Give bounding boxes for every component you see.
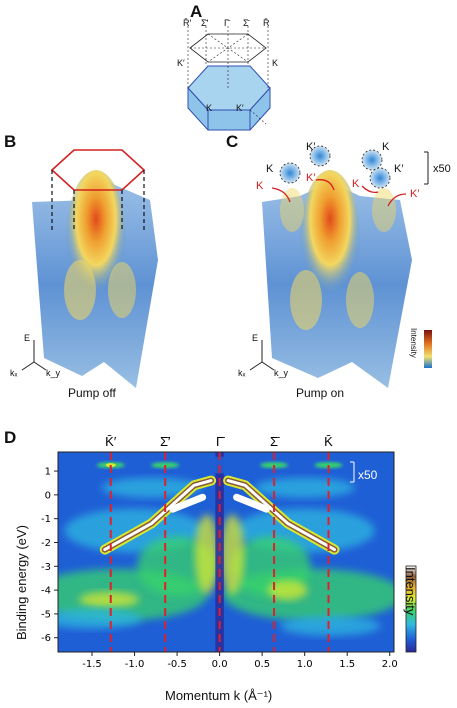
panel-c-label: C: [226, 132, 239, 151]
red-label-k-2: K: [352, 178, 360, 190]
panel-b-axis-e: E: [24, 333, 31, 343]
y-tick-label: -4: [41, 586, 51, 597]
valley-label-k-left: K: [266, 163, 274, 175]
y-tick-label: -5: [41, 609, 51, 620]
panel-c-scale-label: x50: [433, 163, 451, 175]
y-tick-label: -6: [41, 633, 51, 644]
bz-label-sigma: Σ̄: [243, 18, 249, 28]
panel-b-axis-kx: kₓ: [10, 368, 18, 378]
red-label-kp-2: K′: [410, 188, 420, 200]
y-tick-label: -3: [41, 562, 51, 573]
bz-label-sigma-prime: Σ̄′: [201, 18, 209, 28]
panel-c-colorbar-label: Intensity: [409, 328, 418, 358]
heatmap-intensity-blob: [254, 477, 355, 498]
x-tick-label: 1.0: [297, 659, 313, 670]
panel-b-axis-ky: k_y: [46, 368, 61, 378]
bz-label-r: R̄: [263, 18, 270, 28]
y-tick-label: 0: [45, 490, 51, 501]
heatmap-intensity-blob: [280, 615, 381, 636]
x-tick-label: 0.0: [212, 659, 228, 670]
panel-b-label: B: [4, 132, 17, 151]
heatmap-intensity-blob: [267, 580, 308, 601]
x-tick-label: 0.5: [254, 659, 270, 670]
bz-label-k-center: K: [206, 103, 213, 113]
valley-label-k-right: K: [382, 141, 390, 153]
x-tick-label: -1.5: [82, 659, 102, 670]
red-label-k-1: K: [256, 180, 264, 192]
panel-a-label: A: [190, 2, 203, 21]
heatmap-intensity-blob: [220, 514, 245, 595]
panel-c-axis-e: E: [252, 333, 259, 343]
valley-label-kp-left: K′: [306, 141, 316, 153]
panel-b-caption: Pump off: [68, 386, 116, 400]
heatmap-x50-band: [58, 456, 394, 474]
plot-frame: [57, 451, 395, 653]
y-tick-label: 1: [45, 467, 51, 478]
colorbar: [405, 565, 417, 653]
x-tick-label: -0.5: [167, 659, 187, 670]
heatmap-intensity-blob: [58, 608, 143, 629]
bz-label-r-prime: R̄′: [183, 18, 192, 28]
panel-b-volume-render: [21, 149, 158, 388]
high-symmetry-label: Σ̄: [270, 434, 280, 449]
bz-label-gamma: Γ̄: [224, 18, 229, 28]
high-symmetry-label: K̄′: [105, 434, 117, 449]
panel-d-scale-label: x50: [358, 468, 378, 482]
heatmap-intensity-blob: [194, 514, 219, 595]
bz-label-k-right: K: [272, 58, 279, 68]
panel-d-ylabel: Binding energy (eV): [14, 525, 29, 640]
arpes-heatmap-chart: K̄′ Σ̄′ Γ̄ Σ̄ K̄ -1.5 -1.0 -0.5 0.0 0.5 1.0 1.5 2.0 1…: [41, 434, 417, 670]
bz-label-k-prime-left: K′: [177, 58, 185, 68]
band-lobe: [233, 493, 270, 513]
panel-d-label: D: [4, 428, 17, 447]
bz-label-k-prime-center: K′: [236, 103, 244, 113]
panel-c-volume-render: [249, 145, 432, 388]
x-tick-label: 2.0: [382, 659, 398, 670]
high-symmetry-label: K̄: [324, 434, 333, 449]
x-tick-label: 1.5: [339, 659, 355, 670]
band-core: [226, 479, 336, 552]
red-label-kp-1: K′: [306, 172, 316, 184]
brillouin-zone-diagram: [187, 26, 271, 131]
x-tick-label: -1.0: [125, 659, 145, 670]
y-tick-label: -2: [41, 538, 51, 549]
panel-c-axis-kx: kₓ: [238, 368, 246, 378]
heatmap-intensity-blob: [101, 477, 202, 498]
y-tick-label: -1: [41, 514, 51, 525]
band-core: [103, 479, 213, 552]
high-symmetry-label: Σ̄′: [160, 434, 171, 449]
heatmap-gamma-gap: [215, 452, 224, 652]
panel-d-colorbar-label: Intensity: [403, 567, 418, 616]
panel-d-xlabel: Momentum k (Å⁻¹): [165, 688, 273, 703]
panel-c-caption: Pump on: [296, 386, 345, 400]
valley-label-kp-right: K′: [394, 163, 404, 175]
heatmap-intensity-blob: [79, 591, 140, 608]
panel-c-axis-ky: k_y: [274, 368, 289, 378]
high-symmetry-label: Γ̄: [216, 434, 225, 449]
band-lobe: [169, 493, 207, 513]
